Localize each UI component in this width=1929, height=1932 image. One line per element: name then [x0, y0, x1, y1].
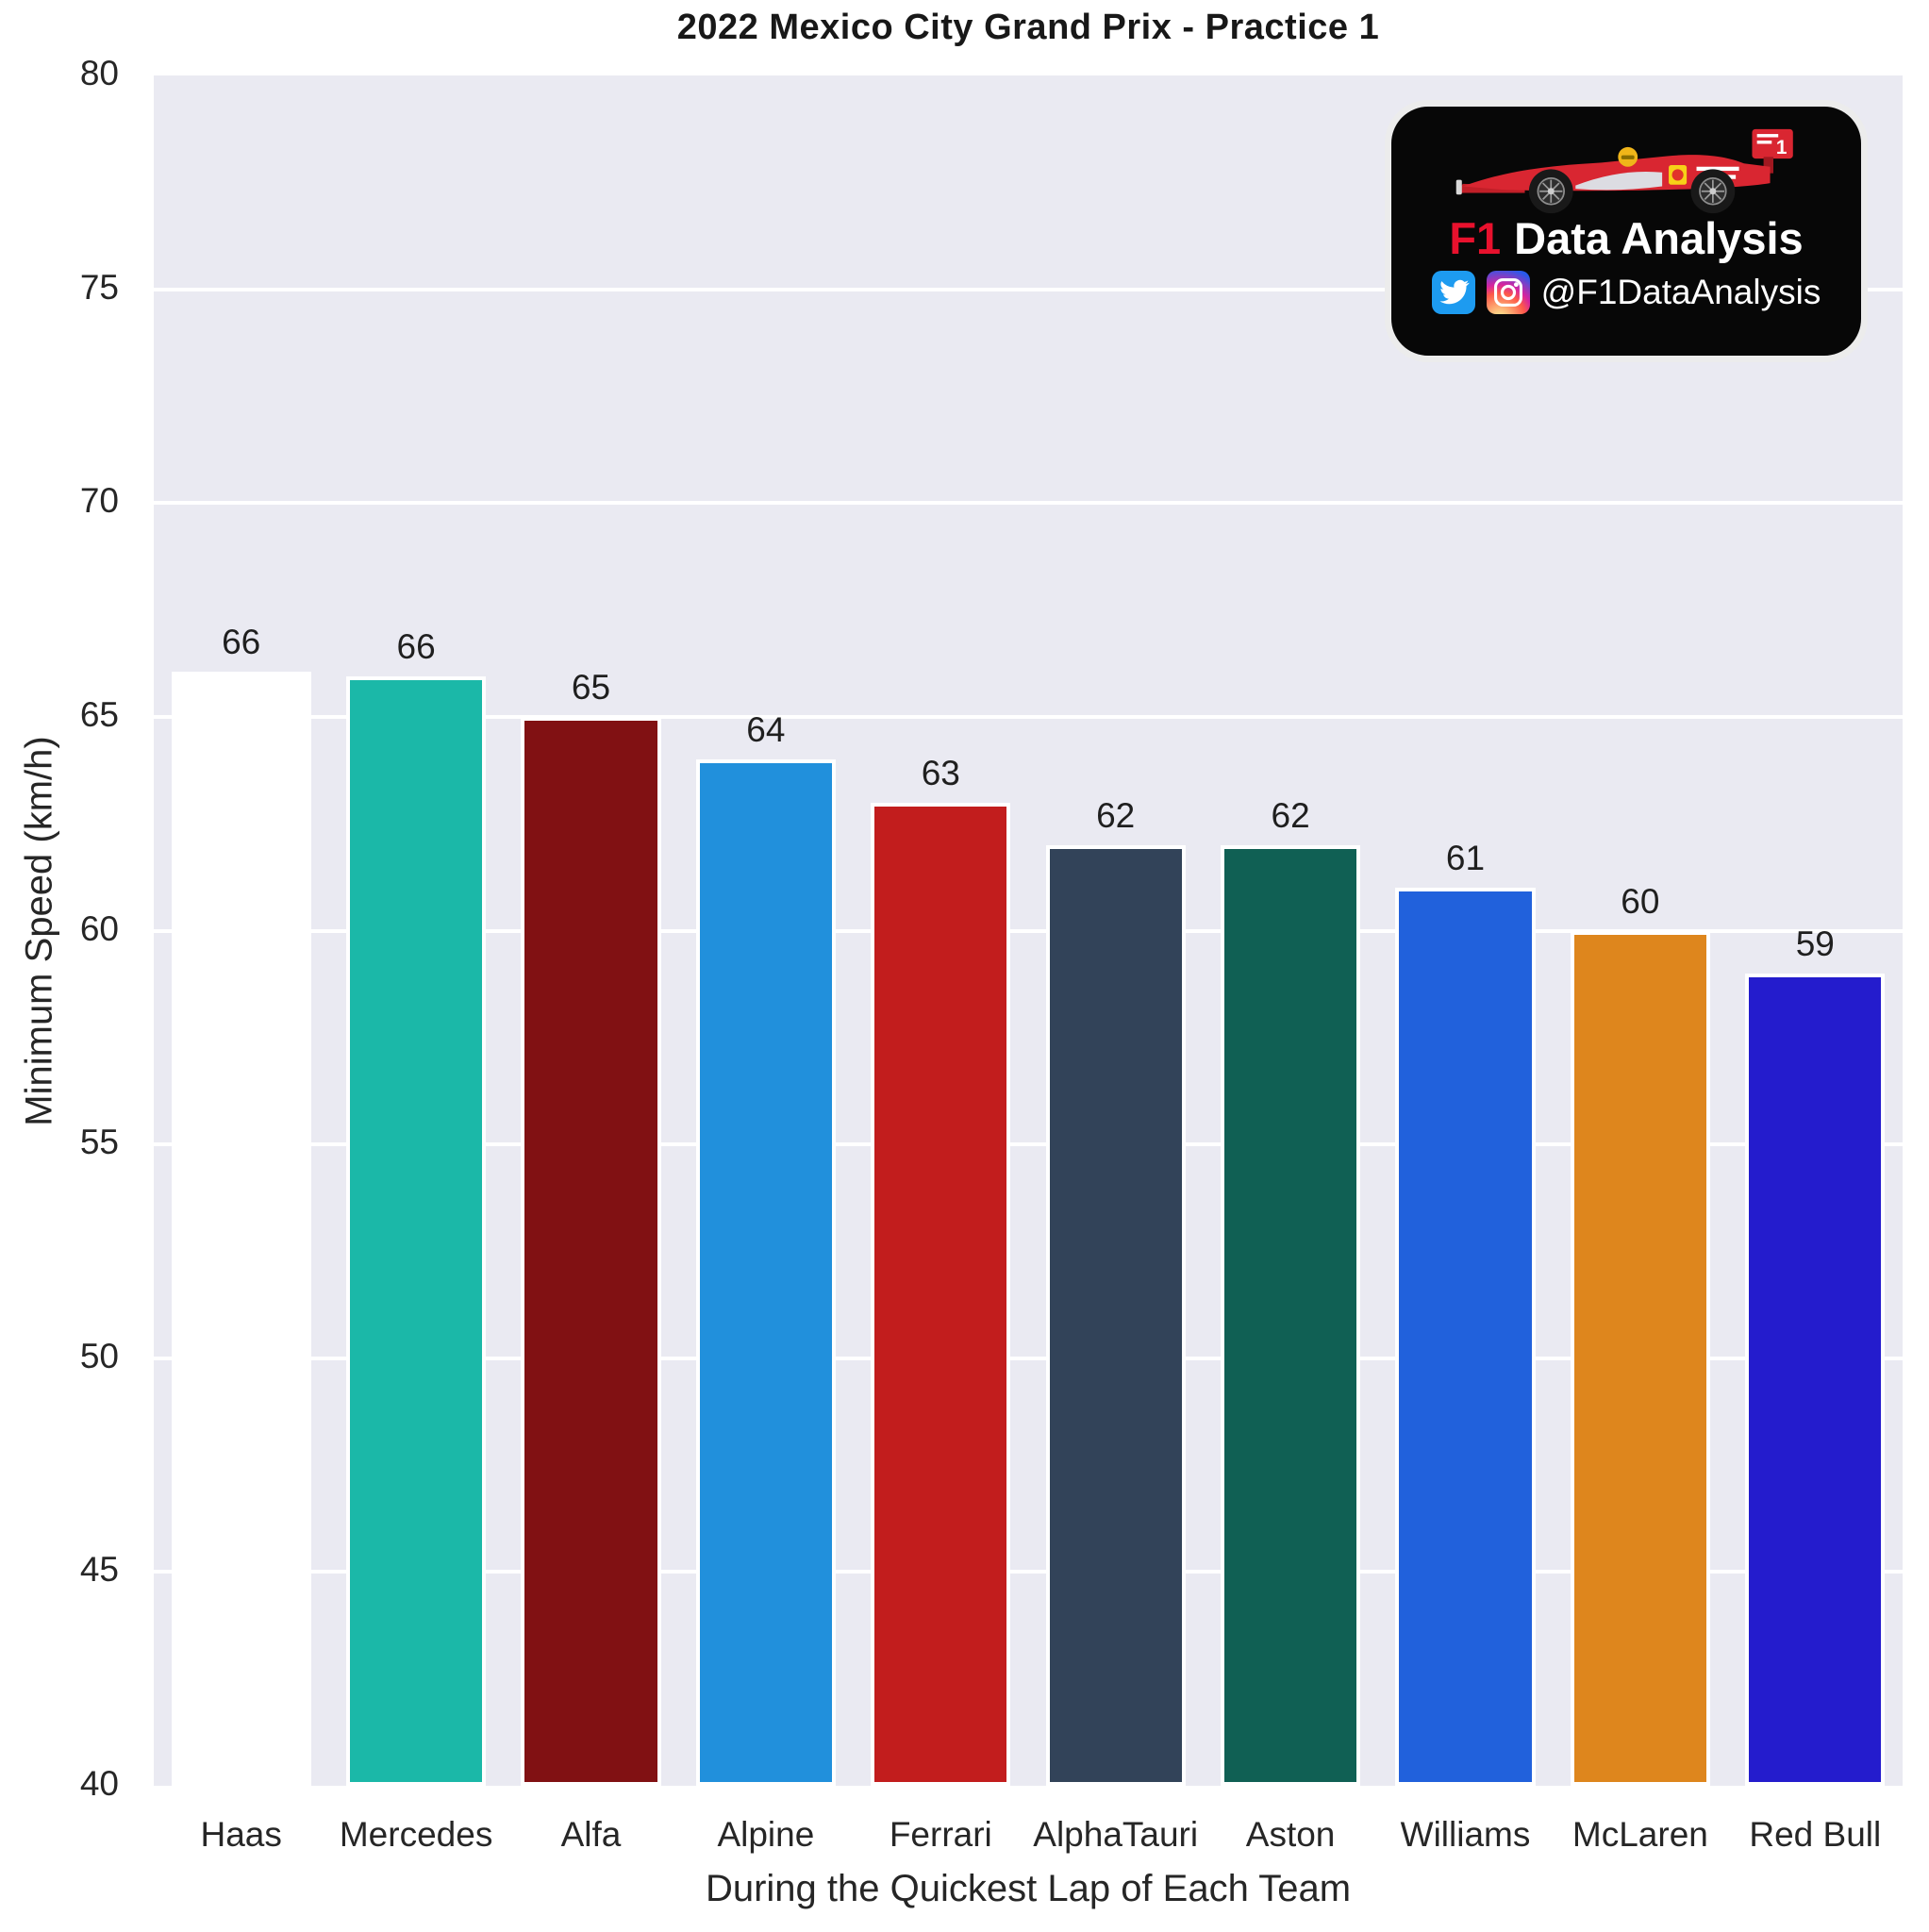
gridline [154, 1142, 1903, 1147]
bar-mclaren [1570, 930, 1711, 1786]
y-tick-label: 65 [79, 694, 119, 734]
bar-value-label: 65 [571, 667, 611, 707]
gridline [154, 714, 1903, 719]
gridline [154, 501, 1903, 506]
gridline [154, 287, 1903, 291]
x-tick-label-williams: Williams [1400, 1815, 1531, 1854]
x-tick-label-alfa: Alfa [560, 1815, 622, 1854]
bar-value-label: 62 [1096, 795, 1136, 835]
f1-car-illustration: 1 [1455, 128, 1793, 214]
car-front-wheel [1528, 169, 1573, 214]
x-tick-label-haas: Haas [200, 1815, 282, 1854]
chart-title: 2022 Mexico City Grand Prix - Practice 1 [676, 8, 1380, 47]
y-tick-label: 50 [79, 1336, 119, 1375]
car-rear-wheel [1690, 169, 1736, 214]
brand-f1: F1 [1449, 213, 1502, 263]
bar-value-label: 63 [921, 753, 960, 792]
watermark-handle: @F1DataAnalysis [1540, 273, 1821, 311]
brand-data-analysis: Data Analysis [1514, 213, 1804, 263]
y-tick-label: 60 [79, 908, 119, 948]
bar-haas [171, 672, 311, 1786]
twitter-icon [1431, 271, 1475, 314]
gridline [154, 1356, 1903, 1360]
x-tick-label-alphatauri: AlphaTauri [1033, 1815, 1199, 1854]
social-row: @F1DataAnalysis [1391, 271, 1861, 314]
x-tick-label-aston: Aston [1245, 1815, 1336, 1854]
y-tick-label: 70 [79, 481, 119, 521]
y-tick-label: 75 [79, 267, 119, 307]
gridline [154, 928, 1903, 933]
svg-text:1: 1 [1776, 137, 1788, 158]
watermark-badge: 1 [1385, 100, 1868, 362]
bar-value-label: 61 [1445, 839, 1486, 878]
x-tick-label-red-bull: Red Bull [1749, 1815, 1882, 1854]
gridline [154, 1570, 1903, 1574]
y-tick-label: 40 [79, 1764, 119, 1803]
bar-value-label: 64 [746, 710, 786, 750]
bar-ferrari [871, 802, 1011, 1786]
y-tick-label: 45 [79, 1550, 119, 1590]
bar-value-label: 59 [1795, 924, 1835, 963]
bar-alpine [695, 759, 837, 1786]
brand-text: F1 Data Analysis [1391, 214, 1861, 263]
bar-mercedes [345, 675, 487, 1786]
y-tick-label: 55 [79, 1123, 119, 1162]
x-tick-label-ferrari: Ferrari [889, 1815, 992, 1854]
bar-alfa [521, 716, 661, 1786]
bar-value-label: 66 [396, 626, 436, 666]
bar-williams [1395, 888, 1536, 1786]
bar-value-label: 62 [1271, 795, 1310, 835]
x-tick-label-mercedes: Mercedes [339, 1815, 493, 1854]
x-axis-title: During the Quickest Lap of Each Team [705, 1868, 1352, 1909]
x-tick-label-mclaren: McLaren [1571, 1815, 1708, 1854]
bar-value-label: 60 [1621, 881, 1660, 921]
x-tick-label-alpine: Alpine [717, 1815, 815, 1854]
bar-alphatauri [1045, 844, 1186, 1786]
bar-red-bull [1745, 973, 1886, 1786]
bar-aston [1220, 844, 1361, 1786]
instagram-icon [1486, 271, 1530, 314]
y-tick-label: 80 [79, 54, 119, 92]
bar-value-label: 66 [222, 623, 261, 662]
